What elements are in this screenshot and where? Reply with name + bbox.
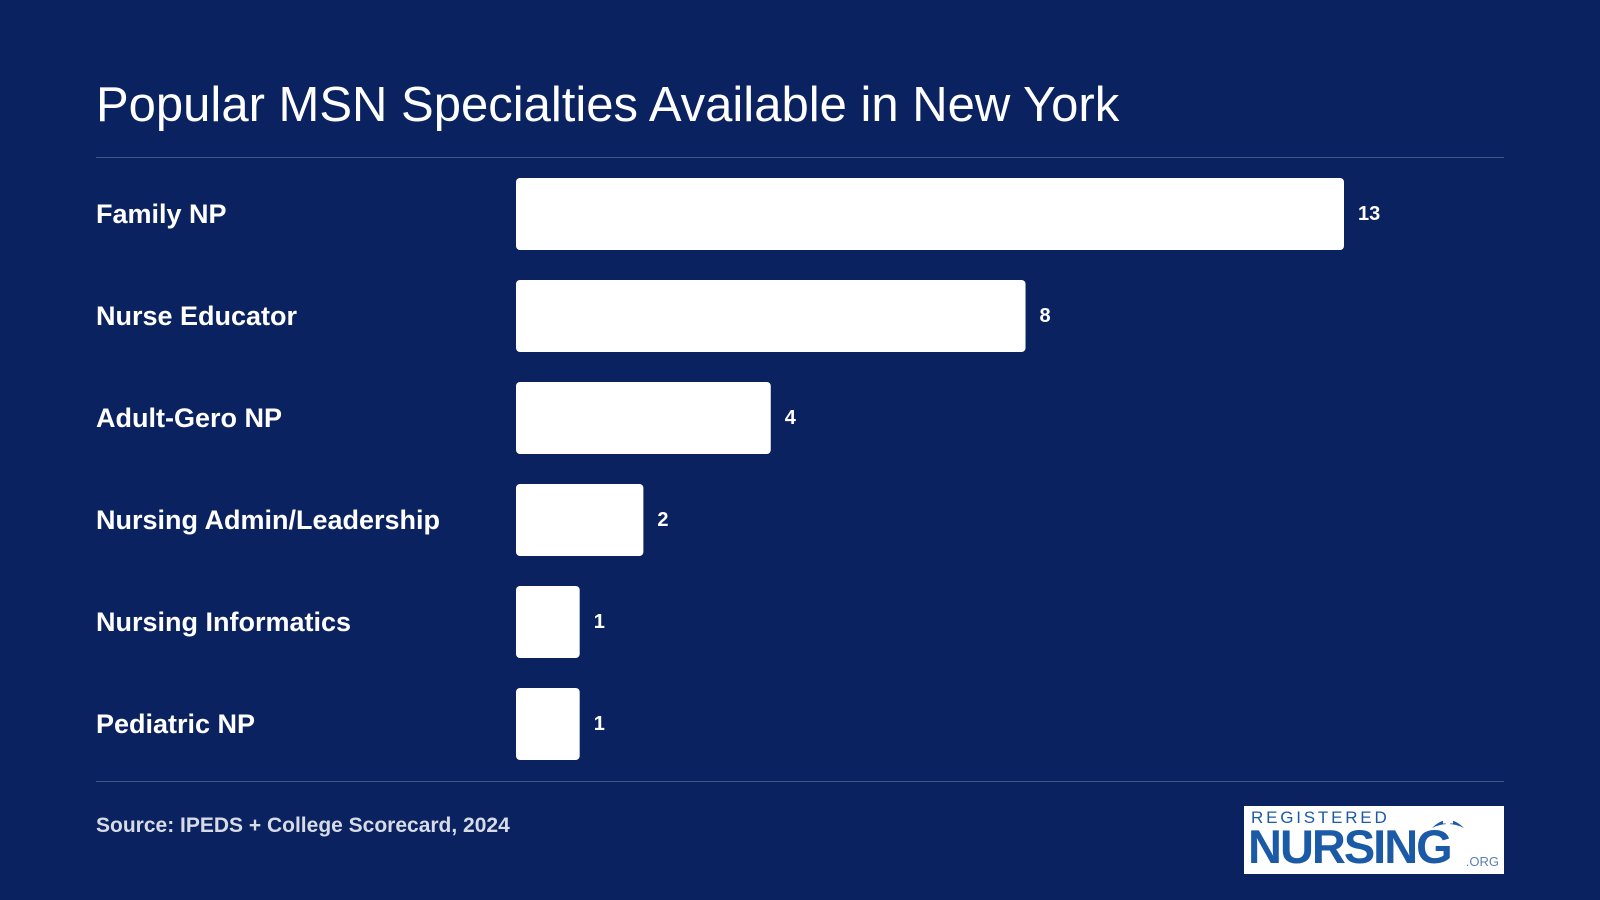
chart-title: Popular MSN Specialties Available in New… [96, 78, 1120, 132]
source-note: Source: IPEDS + College Scorecard, 2024 [96, 814, 510, 837]
category-label: Nursing Admin/Leadership [96, 505, 440, 535]
category-label: Nursing Informatics [96, 607, 351, 637]
bottom-divider [96, 781, 1504, 782]
data-label: 1 [594, 611, 605, 633]
logo-suffix-text: .ORG [1465, 854, 1499, 869]
category-label: Adult-Gero NP [96, 403, 282, 433]
top-divider [96, 157, 1504, 158]
bar [516, 688, 580, 760]
logo-main-text: NURSING [1248, 820, 1453, 873]
data-label: 1 [594, 713, 605, 735]
bar [516, 178, 1344, 250]
data-label: 13 [1358, 203, 1380, 225]
data-label: 8 [1040, 305, 1051, 327]
nurse-cap-icon [1432, 817, 1464, 828]
data-label: 4 [785, 407, 797, 429]
category-label: Nurse Educator [96, 301, 298, 331]
bar [516, 586, 580, 658]
registered-nursing-logo: REGISTERED NURSING .ORG [1244, 806, 1504, 874]
bar [516, 280, 1026, 352]
category-label: Pediatric NP [96, 709, 255, 739]
bar [516, 484, 644, 556]
data-label: 2 [657, 509, 668, 531]
category-label: Family NP [96, 199, 227, 229]
bar [516, 382, 771, 454]
logo-top-text: REGISTERED [1251, 808, 1390, 827]
